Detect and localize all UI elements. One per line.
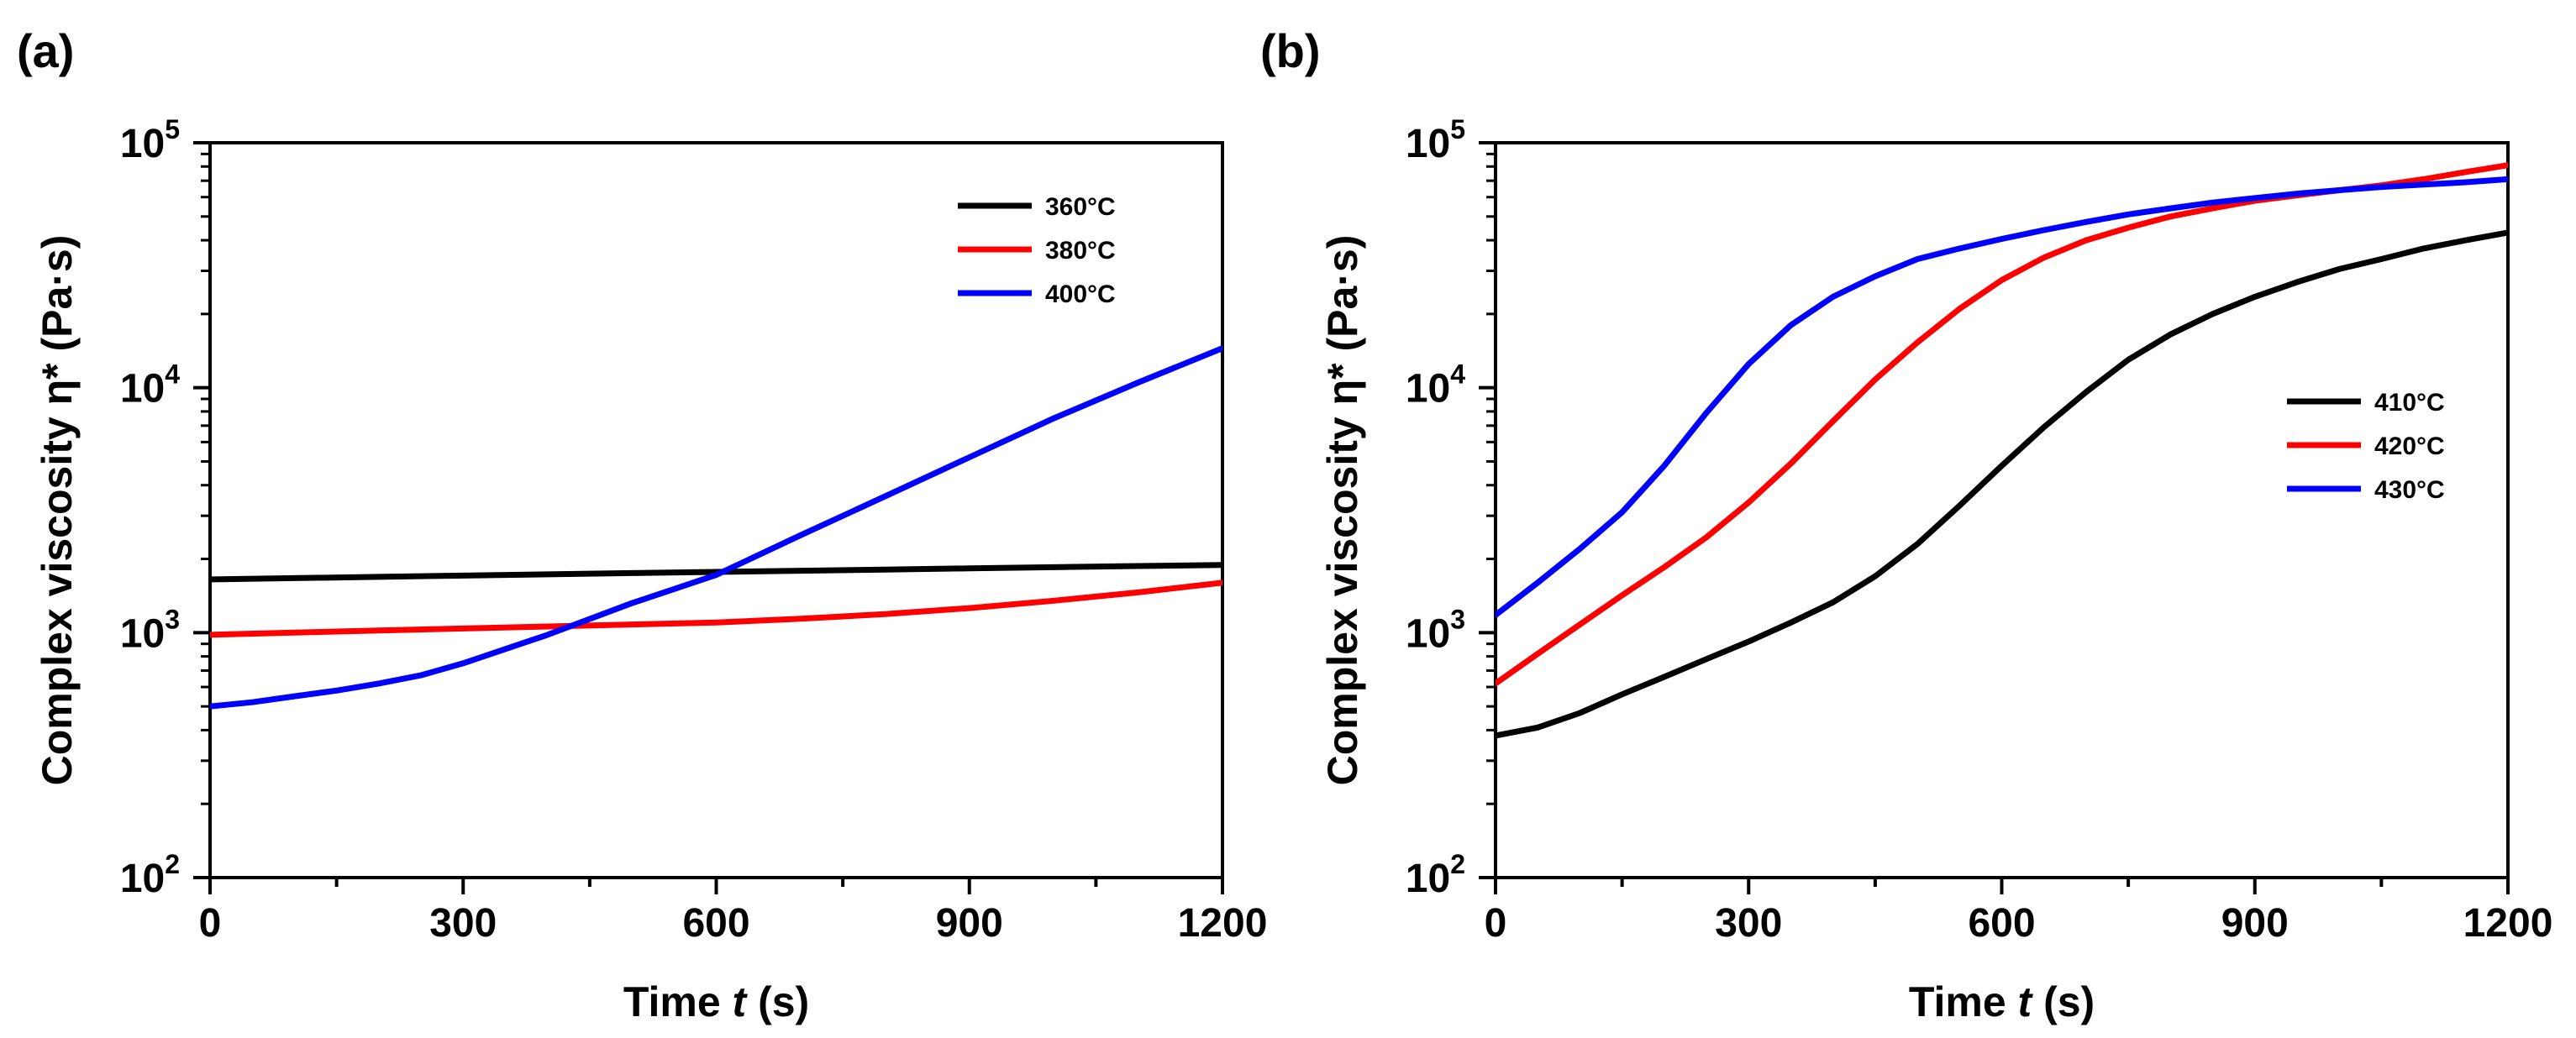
chart-a-y-axis-title: Complex viscosity η* (Pa·s) (34, 235, 81, 786)
chart-b-plot-frame (1494, 141, 2510, 879)
chart-b-x-tick-label: 0 (1485, 901, 1507, 946)
chart-a-series-line-380 (210, 579, 1222, 638)
chart-b-x-tick-label: 600 (1968, 901, 2035, 946)
chart-a-legend-label: 380°C (1045, 237, 1116, 265)
chart-a-x-axis-title-label: Time (623, 978, 733, 1025)
chart-a-x-axis-title: Time t (s) (623, 978, 809, 1025)
chart-b-y-tick-base: 10 (1406, 611, 1450, 656)
chart-b-x-tick-label: 1200 (2463, 901, 2553, 946)
chart-a-x-axis-title-var: t (733, 978, 749, 1025)
chart-a-y-tick-label: 103 (120, 604, 180, 656)
chart-b-series-line-430 (1496, 176, 2508, 618)
chart-b-panel-label: (b) (1260, 24, 1321, 77)
chart-a-y-tick-label: 104 (120, 359, 180, 412)
chart-b-x-axis-title-unit: (s) (2032, 978, 2095, 1025)
chart-a-y-tick-exp: 3 (165, 604, 180, 634)
chart-a-y-tick-base: 10 (120, 611, 165, 656)
chart-a-y-tick-base: 10 (120, 122, 165, 166)
chart-b-y-tick-base: 10 (1406, 367, 1450, 412)
chart-b-series-line-410 (1496, 229, 2508, 739)
chart-a-y-tick-exp: 5 (165, 114, 180, 144)
chart-b-x-axis-title-var: t (2018, 978, 2034, 1025)
chart-b-y-tick-exp: 3 (1450, 604, 1465, 634)
chart-b-y-tick-label: 105 (1406, 114, 1465, 166)
chart-b-y-axis-title: Complex viscosity η* (Pa·s) (1319, 235, 1366, 786)
chart-a-x-tick-label: 600 (682, 901, 749, 946)
chart-b-y-tick-base: 10 (1406, 857, 1450, 901)
chart-b-y-tick-label: 102 (1406, 849, 1465, 901)
chart-a-x-axis-title-unit: (s) (746, 978, 809, 1025)
chart-b-y-tick-exp: 4 (1450, 359, 1465, 390)
chart-a-x-tick-label: 0 (199, 901, 222, 946)
chart-a-series-line-400 (210, 345, 1222, 710)
chart-a-y-tick-exp: 4 (165, 359, 180, 390)
chart-b-x-tick-label: 300 (1715, 901, 1782, 946)
chart-a-legend-label: 400°C (1045, 280, 1116, 308)
chart-b-legend-label: 430°C (2374, 476, 2445, 504)
chart-a-y-tick-exp: 2 (165, 849, 180, 879)
chart-a-y-tick-label: 105 (120, 114, 180, 166)
chart-a-y-tick-base: 10 (120, 857, 165, 901)
chart-a-x-tick-label: 300 (429, 901, 497, 946)
chart-a-x-tick-label: 1200 (1178, 901, 1268, 946)
chart-b-y-tick-base: 10 (1406, 122, 1450, 166)
chart-b-y-tick-label: 103 (1406, 604, 1465, 656)
chart-b-x-tick-label: 900 (2221, 901, 2289, 946)
chart-b-y-tick-exp: 2 (1450, 849, 1465, 879)
chart-a-panel-label: (a) (17, 24, 74, 77)
chart-a-y-tick-label: 102 (120, 849, 180, 901)
chart-b-x-axis-title: Time t (s) (1909, 978, 2095, 1025)
chart-a-legend-label: 360°C (1045, 193, 1116, 221)
chart-a-y-tick-base: 10 (120, 367, 165, 412)
chart-b-legend-label: 410°C (2374, 389, 2445, 417)
chart-b-legend-label: 420°C (2374, 432, 2445, 460)
chart-b-y-tick-exp: 5 (1450, 114, 1465, 144)
chart-b-series-line-420 (1496, 162, 2508, 687)
chart-b-x-axis-title-label: Time (1909, 978, 2018, 1025)
chart-b-y-tick-label: 104 (1406, 359, 1465, 412)
chart-a-x-tick-label: 900 (936, 901, 1003, 946)
